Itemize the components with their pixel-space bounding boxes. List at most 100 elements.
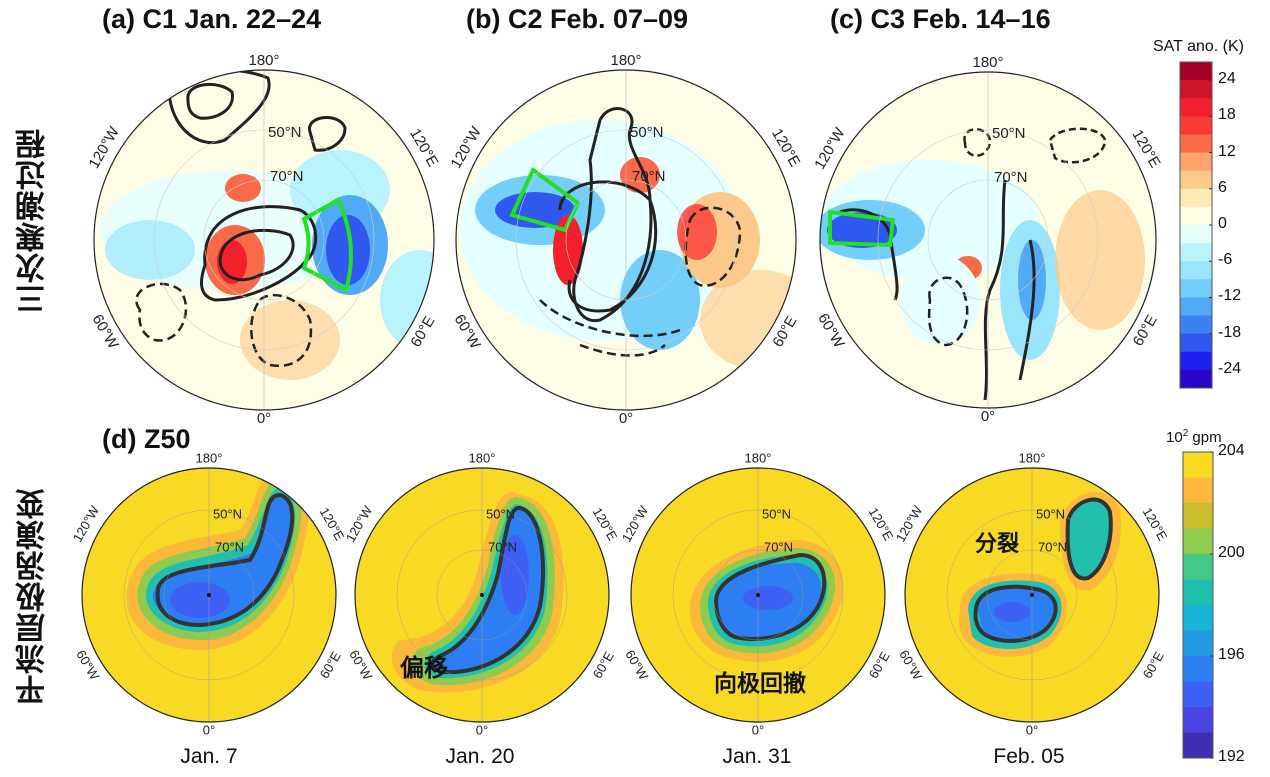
z50-feb05-label-180: 180° xyxy=(1019,450,1046,465)
map-panel-b xyxy=(456,70,796,410)
colorbar-band xyxy=(1183,707,1213,733)
annotation-split: 分裂 xyxy=(975,532,1020,557)
z50-jan7-label-70n: 70°N xyxy=(215,539,244,554)
colorbar-frame xyxy=(1182,451,1214,759)
z50-jan31-label-0: 0° xyxy=(752,722,764,737)
colorbar-band xyxy=(1183,503,1213,529)
map-panel-a xyxy=(94,70,434,410)
map-boundary-b xyxy=(455,69,797,411)
colorbar-band xyxy=(1180,98,1212,117)
panel-title-a: (a) C1 Jan. 22–24 xyxy=(102,4,322,34)
z50-jan20-label-70n: 70°N xyxy=(488,539,517,554)
map-a-label-180: 180° xyxy=(248,52,279,69)
z50-map-jan31 xyxy=(631,468,885,722)
z50-colorbar-title: 102 gpm xyxy=(1166,428,1222,446)
map-b-label-70n: 70°N xyxy=(632,168,666,185)
colorbar-tick-label: -6 xyxy=(1218,251,1233,269)
colorbar-band xyxy=(1180,225,1212,244)
z50-boundary-jan7 xyxy=(81,467,337,723)
colorbar-band xyxy=(1180,297,1212,317)
map-b-label-50n: 50°N xyxy=(630,124,664,141)
colorbar-tick-label: 6 xyxy=(1218,178,1227,196)
colorbar-tick-label: 192 xyxy=(1218,748,1245,765)
colorbar-tick-label: 204 xyxy=(1218,442,1245,459)
z50-title-base: 10 xyxy=(1166,429,1183,446)
colorbar-band xyxy=(1180,170,1212,190)
colorbar-band xyxy=(1180,80,1212,99)
colorbar-band xyxy=(1183,477,1213,504)
z50-jan31-label-180: 180° xyxy=(745,450,772,465)
z50-jan31-label-70n: 70°N xyxy=(764,539,793,554)
z50-jan7-label-50n: 50°N xyxy=(213,506,242,521)
map-a-label-50n: 50°N xyxy=(268,124,302,141)
z50-date-feb05: Feb. 05 xyxy=(993,745,1065,768)
colorbar-tick-label: 24 xyxy=(1218,70,1236,88)
colorbar-band xyxy=(1183,732,1213,759)
z50-date-jan7: Jan. 7 xyxy=(180,745,238,768)
annotation-poleward-retreat: 向极回撤 xyxy=(714,671,806,697)
colorbar-band xyxy=(1183,554,1213,580)
z50-title-unit: gpm xyxy=(1188,429,1222,446)
z50-boundary-jan20 xyxy=(354,467,610,723)
z50-jan7-label-180: 180° xyxy=(196,450,223,465)
panel-title-d: (d) Z50 xyxy=(102,424,191,454)
colorbar-tick-label: 200 xyxy=(1218,544,1245,561)
colorbar-band xyxy=(1183,579,1213,606)
colorbar-band xyxy=(1180,333,1212,353)
map-c-label-180: 180° xyxy=(972,54,1003,71)
colorbar-band xyxy=(1180,279,1212,298)
annotation-shift: 偏移 xyxy=(400,654,448,682)
colorbar-band xyxy=(1180,152,1212,172)
map-boundary-a xyxy=(93,69,435,411)
colorbar-tick-label: 12 xyxy=(1218,142,1236,160)
z50-jan20-label-50n: 50°N xyxy=(486,506,515,521)
panel-title-c: (c) C3 Feb. 14–16 xyxy=(830,4,1051,34)
z50-map-jan20 xyxy=(355,468,609,722)
z50-feb05-label-70n: 70°N xyxy=(1038,539,1067,554)
colorbar-band xyxy=(1183,528,1213,555)
z50-jan31-label-50n: 50°N xyxy=(762,506,791,521)
z50-colorbar xyxy=(1182,451,1214,759)
colorbar-tick-label: 196 xyxy=(1218,646,1245,663)
colorbar-band xyxy=(1180,116,1212,135)
map-panel-c xyxy=(820,72,1156,408)
colorbar-band xyxy=(1183,452,1213,478)
panel-title-b: (b) C2 Feb. 07–09 xyxy=(466,4,689,34)
z50-date-jan20: Jan. 20 xyxy=(445,745,515,768)
map-c-label-50n: 50°N xyxy=(992,125,1026,142)
colorbar-tick-label: -18 xyxy=(1218,323,1242,341)
colorbar-band xyxy=(1180,351,1212,371)
map-boundary-c xyxy=(819,71,1157,409)
colorbar-band xyxy=(1183,605,1213,631)
colorbar-band xyxy=(1180,261,1212,280)
map-a-label-70n: 70°N xyxy=(270,168,304,185)
map-c-label-0: 0° xyxy=(981,408,995,425)
map-b-label-0: 0° xyxy=(619,410,633,427)
z50-boundary-feb05 xyxy=(904,467,1160,723)
colorbar-band xyxy=(1180,206,1212,226)
colorbar-band xyxy=(1180,134,1212,154)
sat-colorbar xyxy=(1179,61,1213,389)
colorbar-band xyxy=(1183,630,1213,657)
z50-feb05-label-50n: 50°N xyxy=(1036,506,1065,521)
colorbar-band xyxy=(1180,369,1212,389)
z50-jan20-label-0: 0° xyxy=(476,722,488,737)
z50-jan20-label-180: 180° xyxy=(469,450,496,465)
colorbar-tick-label: 18 xyxy=(1218,106,1236,124)
colorbar-tick-label: -24 xyxy=(1218,359,1242,377)
z50-title-exp: 2 xyxy=(1182,428,1189,439)
colorbar-band xyxy=(1180,62,1212,81)
colorbar-band xyxy=(1183,681,1213,708)
map-c-label-70n: 70°N xyxy=(994,169,1028,186)
z50-feb05-label-0: 0° xyxy=(1026,722,1038,737)
z50-map-jan7 xyxy=(82,468,336,722)
colorbar-band xyxy=(1180,188,1212,208)
colorbar-band xyxy=(1180,315,1212,335)
z50-map-feb05 xyxy=(905,468,1159,722)
colorbar-band xyxy=(1180,243,1212,262)
colorbar-tick-label: 0 xyxy=(1218,215,1227,232)
sat-colorbar-title: SAT ano. (K) xyxy=(1153,38,1244,55)
map-a-label-0: 0° xyxy=(257,410,271,427)
map-b-label-180: 180° xyxy=(610,52,641,69)
